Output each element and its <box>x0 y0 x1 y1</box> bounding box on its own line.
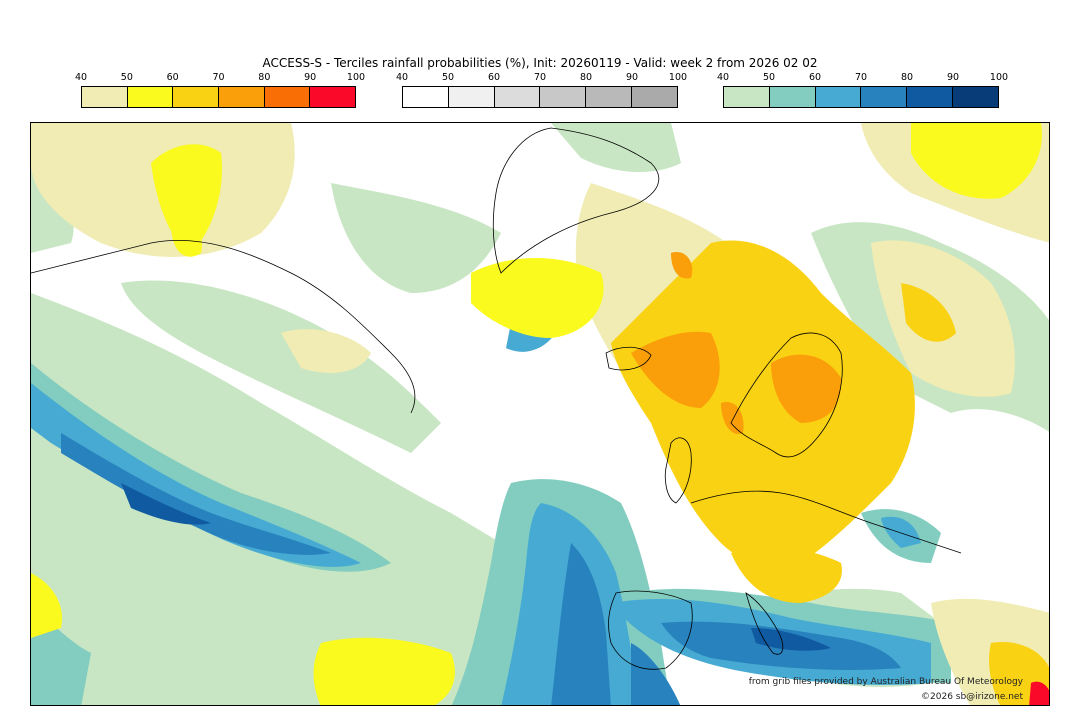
color-swatch <box>906 87 953 107</box>
map-region <box>1029 681 1049 705</box>
coastline-scandinavia <box>730 332 843 458</box>
source-credit: from grib files provided by Australian B… <box>748 677 1023 687</box>
map-region <box>31 363 391 572</box>
color-swatch <box>952 87 998 107</box>
map-region <box>731 547 842 603</box>
coastlines <box>31 127 962 670</box>
tick-label: 100 <box>668 72 688 83</box>
map-region <box>331 183 501 293</box>
color-swatch <box>768 87 815 107</box>
tick-label: 90 <box>625 72 639 83</box>
legend-ticks: 40 50 60 70 80 90 100 <box>717 72 1008 86</box>
tick-label: 40 <box>395 72 409 83</box>
color-bar <box>81 86 356 108</box>
tick-label: 80 <box>258 72 271 83</box>
chart-title: ACCESS-S - Terciles rainfall probabiliti… <box>262 56 818 70</box>
copyright-notice: ©2026 sb@irizone.net <box>921 692 1023 702</box>
tick-label: 90 <box>946 72 960 83</box>
map-region <box>31 383 361 567</box>
map-region <box>313 637 455 705</box>
color-swatch <box>724 87 769 107</box>
legend-above-normal: 40 50 60 70 80 90 100 <box>75 72 365 108</box>
map-region <box>31 573 62 638</box>
color-swatch <box>631 87 677 107</box>
above-normal-yellow-areas <box>31 123 1042 705</box>
tick-label: 40 <box>74 72 88 83</box>
tick-label: 60 <box>808 72 822 83</box>
map-region <box>911 123 1042 199</box>
map-region <box>631 643 681 705</box>
coastline-iberia <box>608 590 693 670</box>
coastline-europe-north <box>690 490 962 554</box>
coastline-italy <box>745 592 784 655</box>
coastline-iceland <box>605 346 652 371</box>
color-bar <box>723 86 999 108</box>
probability-map: from grib files provided by Australian B… <box>30 122 1050 706</box>
coastline-canada <box>31 240 416 414</box>
color-swatch <box>493 87 540 107</box>
legend-near-normal: 40 50 60 70 80 90 100 <box>396 72 687 108</box>
map-region <box>551 543 611 705</box>
map-region <box>121 280 441 453</box>
above-normal-red-areas <box>1029 681 1049 705</box>
map-region <box>121 483 211 525</box>
color-swatch <box>539 87 586 107</box>
map-region <box>771 354 842 423</box>
color-swatch <box>126 87 173 107</box>
color-swatch <box>860 87 907 107</box>
tick-label: 50 <box>762 72 776 83</box>
color-swatch <box>814 87 861 107</box>
map-region <box>671 252 693 279</box>
tick-label: 70 <box>533 72 547 83</box>
below-normal-deepest-areas <box>121 483 831 651</box>
coastline-greenland <box>492 127 660 274</box>
color-swatch <box>447 87 494 107</box>
tick-label: 60 <box>166 72 179 83</box>
color-swatch <box>585 87 632 107</box>
tick-label: 70 <box>212 72 225 83</box>
tick-label: 80 <box>900 72 914 83</box>
tick-label: 50 <box>120 72 133 83</box>
tick-label: 60 <box>487 72 501 83</box>
color-bar <box>402 86 678 108</box>
tick-label: 80 <box>579 72 593 83</box>
tick-label: 100 <box>989 72 1009 83</box>
legend-ticks: 40 50 60 70 80 90 100 <box>75 72 365 86</box>
color-swatch <box>263 87 310 107</box>
color-swatch <box>172 87 219 107</box>
map-region <box>171 222 202 257</box>
tick-label: 100 <box>346 72 366 83</box>
legend-ticks: 40 50 60 70 80 90 100 <box>396 72 687 86</box>
map-region <box>151 144 222 253</box>
color-swatch <box>218 87 264 107</box>
tick-label: 90 <box>304 72 317 83</box>
map-region <box>471 258 604 338</box>
tick-label: 70 <box>854 72 868 83</box>
map-canvas <box>31 123 1049 705</box>
coastline-britain <box>664 437 692 504</box>
map-region <box>751 628 831 651</box>
color-swatch <box>82 87 127 107</box>
map-region <box>281 329 371 373</box>
map-region <box>551 123 681 173</box>
map-region <box>881 516 921 548</box>
tick-label: 50 <box>441 72 455 83</box>
legend-below-normal: 40 50 60 70 80 90 100 <box>717 72 1008 108</box>
above-normal-orange-areas <box>631 252 842 434</box>
map-region <box>631 331 720 408</box>
map-region <box>901 283 956 342</box>
tick-label: 40 <box>716 72 730 83</box>
color-swatch <box>403 87 448 107</box>
color-swatch <box>309 87 356 107</box>
